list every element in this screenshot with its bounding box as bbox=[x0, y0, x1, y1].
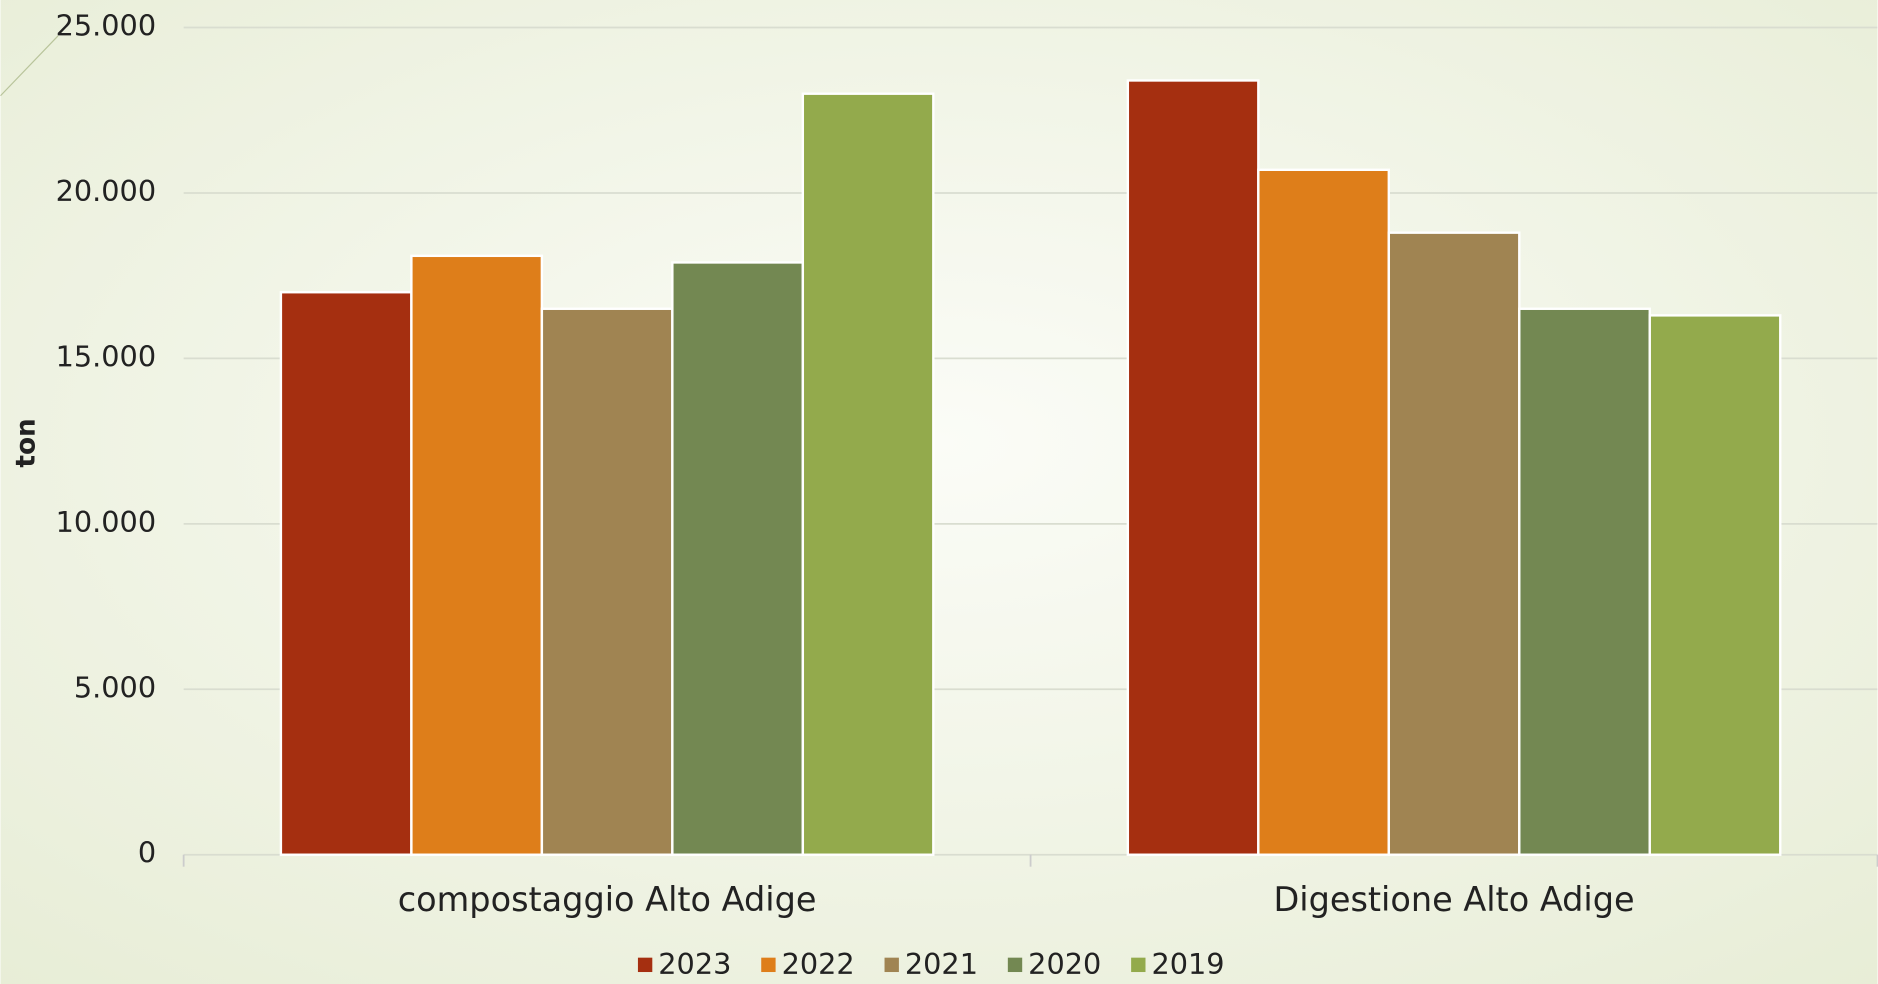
y-tick-label: 20.000 bbox=[56, 174, 157, 208]
y-tick-label: 5.000 bbox=[74, 670, 156, 704]
bar bbox=[279, 291, 413, 856]
legend-label: 2021 bbox=[905, 947, 978, 981]
bar bbox=[1518, 307, 1651, 856]
legend-label: 2019 bbox=[1151, 947, 1224, 981]
legend-swatch bbox=[884, 957, 899, 973]
bar bbox=[540, 307, 674, 856]
x-tick-label: Digestione Alto Adige bbox=[1273, 880, 1634, 919]
y-tick-label: 25.000 bbox=[56, 9, 157, 43]
bar bbox=[1257, 168, 1391, 856]
bar bbox=[1648, 314, 1782, 856]
legend-label: 2020 bbox=[1028, 947, 1101, 981]
bar bbox=[410, 254, 544, 856]
bar bbox=[1126, 79, 1260, 856]
x-tick-label: compostaggio Alto Adige bbox=[398, 880, 817, 919]
y-tick-label: 15.000 bbox=[56, 339, 157, 373]
legend-swatch bbox=[1007, 957, 1023, 973]
legend-label: 2023 bbox=[658, 947, 731, 981]
y-tick-label: 10.000 bbox=[56, 505, 157, 539]
bar bbox=[1387, 231, 1521, 856]
y-axis-label: ton bbox=[11, 418, 41, 467]
y-tick-label: 0 bbox=[138, 836, 156, 870]
bar bbox=[801, 92, 935, 856]
legend-swatch bbox=[761, 957, 776, 973]
legend-swatch bbox=[637, 957, 653, 973]
bar bbox=[671, 261, 805, 856]
decor-line bbox=[0, 35, 59, 97]
legend-label: 2022 bbox=[782, 947, 855, 981]
legend-swatch bbox=[1131, 957, 1146, 973]
